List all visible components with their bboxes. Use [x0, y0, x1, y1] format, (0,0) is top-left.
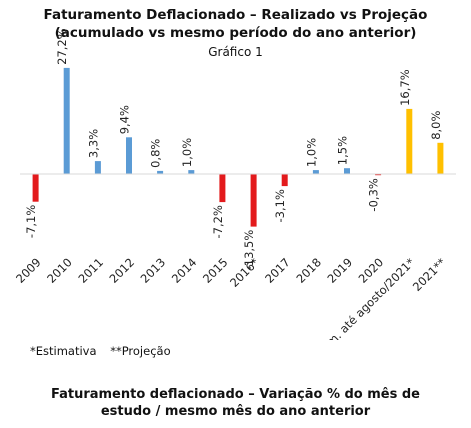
bar-2013 — [157, 170, 164, 174]
category-label: 2013 — [138, 255, 169, 286]
value-label: -7,1% — [24, 205, 38, 238]
category-label: 2021** — [410, 255, 449, 294]
value-label: 16,7% — [398, 69, 412, 106]
bar-2019 — [344, 168, 350, 174]
value-label: 1,5% — [336, 136, 350, 165]
bar-2016 — [250, 174, 257, 227]
category-label: 2009 — [13, 255, 44, 286]
value-label: 1,0% — [304, 138, 318, 167]
bars-layer — [32, 67, 444, 227]
bottom-title: Faturamento deflacionado – Variação % do… — [0, 386, 471, 420]
value-label: 3,3% — [86, 129, 100, 158]
value-label: -0,3% — [367, 178, 381, 211]
bar-2011 — [94, 161, 101, 174]
category-label: 2014 — [169, 255, 200, 286]
chart-title-line-1: Faturamento Deflacionado – Realizado vs … — [43, 7, 428, 23]
bottom-title-line-1: Faturamento deflacionado – Variação % do… — [50, 387, 421, 402]
category-label: 2015 — [200, 255, 231, 286]
value-label: -13,5% — [242, 230, 256, 271]
category-label: 2019 — [325, 255, 356, 286]
bar-2015 — [219, 174, 226, 203]
value-label: 27,2% — [55, 28, 69, 65]
chart-title-block: Faturamento Deflacionado – Realizado vs … — [0, 6, 471, 60]
value-label: 9,4% — [118, 105, 132, 134]
value-labels-layer: -7,1% 27,2% 3,3% 9,4% 0,8% 1,0% -7,2% -13,5% -3,… — [24, 28, 443, 270]
value-label: 1,0% — [180, 138, 194, 167]
bar-2018 — [312, 170, 319, 174]
bar-2009 — [32, 174, 39, 202]
bottom-title-line-2: estudo / mesmo mês do ano anterior — [100, 404, 371, 419]
bar-chart: -7,1% 27,2% 3,3% 9,4% 0,8% 1,0% -7,2% -13,5% -3,… — [13, 28, 456, 340]
value-label: -3,1% — [273, 189, 287, 222]
bar-acum-at-agosto-2021 — [406, 108, 413, 174]
footnote-estimate: *Estimativa — [30, 344, 97, 358]
footnotes: *Estimativa **Projeção — [30, 344, 171, 358]
category-label: 2010 — [44, 255, 75, 286]
category-label: 2011 — [75, 255, 106, 286]
category-label: 2012 — [107, 255, 138, 286]
bar-2021 — [437, 142, 444, 174]
category-label: 2018 — [293, 255, 324, 286]
value-label: 8,0% — [429, 111, 443, 140]
chart-title-line-2: (acumulado vs mesmo período do ano anter… — [54, 25, 417, 41]
bar-2014 — [188, 170, 195, 174]
chart-subtitle: Gráfico 1 — [208, 45, 263, 59]
bar-2012 — [126, 137, 132, 174]
value-label: 0,8% — [149, 139, 163, 168]
bar-2010 — [63, 67, 70, 174]
value-label: -7,2% — [211, 205, 225, 238]
footnote-projection: **Projeção — [110, 344, 171, 358]
bar-2017 — [281, 174, 288, 187]
category-label: 2017 — [262, 255, 293, 286]
bar-2020 — [375, 174, 382, 176]
